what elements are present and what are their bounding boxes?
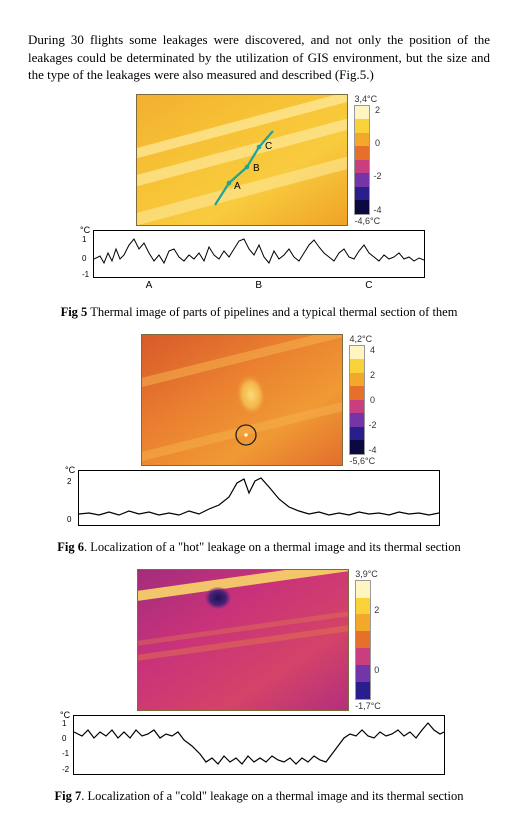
cb-tick: 2 xyxy=(374,605,379,615)
x-label: C xyxy=(365,280,372,291)
fig5-section-chart: °C 1 0 -1 xyxy=(93,230,425,278)
fig7-thermal-image xyxy=(137,569,349,711)
cb-tick: -4 xyxy=(373,205,381,215)
fig6-caption: Fig 6. Localization of a "hot" leakage o… xyxy=(28,540,490,555)
svg-text:B: B xyxy=(253,163,260,174)
y-tick: 1 xyxy=(82,235,86,244)
colorbar-top-label: 3,9°C xyxy=(355,569,378,579)
x-label: B xyxy=(255,280,262,291)
cb-tick: 0 xyxy=(374,665,379,675)
y-axis-unit: °C xyxy=(65,465,75,475)
fig6-colorbar: 4,2°C 4 2 0 -2 -4 xyxy=(349,334,376,466)
y-tick: 0 xyxy=(67,515,71,524)
fig6-thermal-image xyxy=(141,334,343,466)
y-tick: -1 xyxy=(82,270,89,279)
cb-tick: 2 xyxy=(368,370,376,380)
y-tick: 2 xyxy=(67,477,71,486)
cb-tick: -4 xyxy=(368,445,376,455)
fig6-section-chart: °C 2 0 xyxy=(78,470,440,526)
figure-6: 4,2°C 4 2 0 -2 -4 xyxy=(28,334,490,526)
colorbar-bottom-label: -5,6°C xyxy=(349,456,375,466)
colorbar-top-label: 3,4°C xyxy=(354,94,377,104)
cb-tick: 2 xyxy=(373,105,381,115)
colorbar-top-label: 4,2°C xyxy=(349,334,372,344)
colorbar-bottom-label: -4,6°C xyxy=(354,216,380,226)
y-tick: 1 xyxy=(62,719,66,728)
cb-tick: 4 xyxy=(368,345,376,355)
fig7-colorbar: 3,9°C 2 0 -1,7°C xyxy=(355,569,381,711)
svg-text:A: A xyxy=(234,181,241,192)
y-tick: 0 xyxy=(62,734,66,743)
fig7-section-chart: °C 1 0 -1 -2 xyxy=(73,715,445,775)
fig5-colorbar: 3,4°C 2 0 -2 -4 xyxy=(354,94,381,226)
y-tick: -2 xyxy=(62,765,69,774)
cb-tick: 0 xyxy=(368,395,376,405)
y-axis-unit: °C xyxy=(80,225,90,235)
y-tick: 0 xyxy=(82,254,86,263)
colorbar-bottom-label: -1,7°C xyxy=(355,701,381,711)
cb-tick: -2 xyxy=(373,171,381,181)
cb-tick: 0 xyxy=(373,138,381,148)
cb-tick: -2 xyxy=(368,420,376,430)
x-label: A xyxy=(146,280,153,291)
fig5-thermal-image: A B C xyxy=(136,94,348,226)
fig5-caption: Fig 5 Thermal image of parts of pipeline… xyxy=(28,305,490,320)
y-tick: -1 xyxy=(62,749,69,758)
intro-paragraph: During 30 flights some leakages were dis… xyxy=(28,31,490,84)
svg-text:C: C xyxy=(265,141,272,152)
figure-5: A B C 3,4°C 2 0 -2 xyxy=(28,94,490,291)
fig7-caption: Fig 7. Localization of a "cold" leakage … xyxy=(28,789,490,804)
